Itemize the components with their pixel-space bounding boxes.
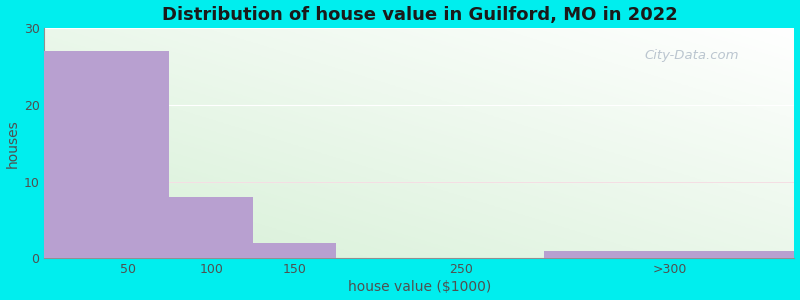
Bar bbox=[545, 251, 794, 258]
Title: Distribution of house value in Guilford, MO in 2022: Distribution of house value in Guilford,… bbox=[162, 6, 678, 24]
Bar bbox=[253, 243, 336, 258]
Bar bbox=[45, 51, 170, 258]
Y-axis label: houses: houses bbox=[6, 119, 19, 167]
X-axis label: house value ($1000): house value ($1000) bbox=[348, 280, 491, 294]
Text: City-Data.com: City-Data.com bbox=[645, 49, 739, 62]
Bar bbox=[170, 197, 253, 258]
